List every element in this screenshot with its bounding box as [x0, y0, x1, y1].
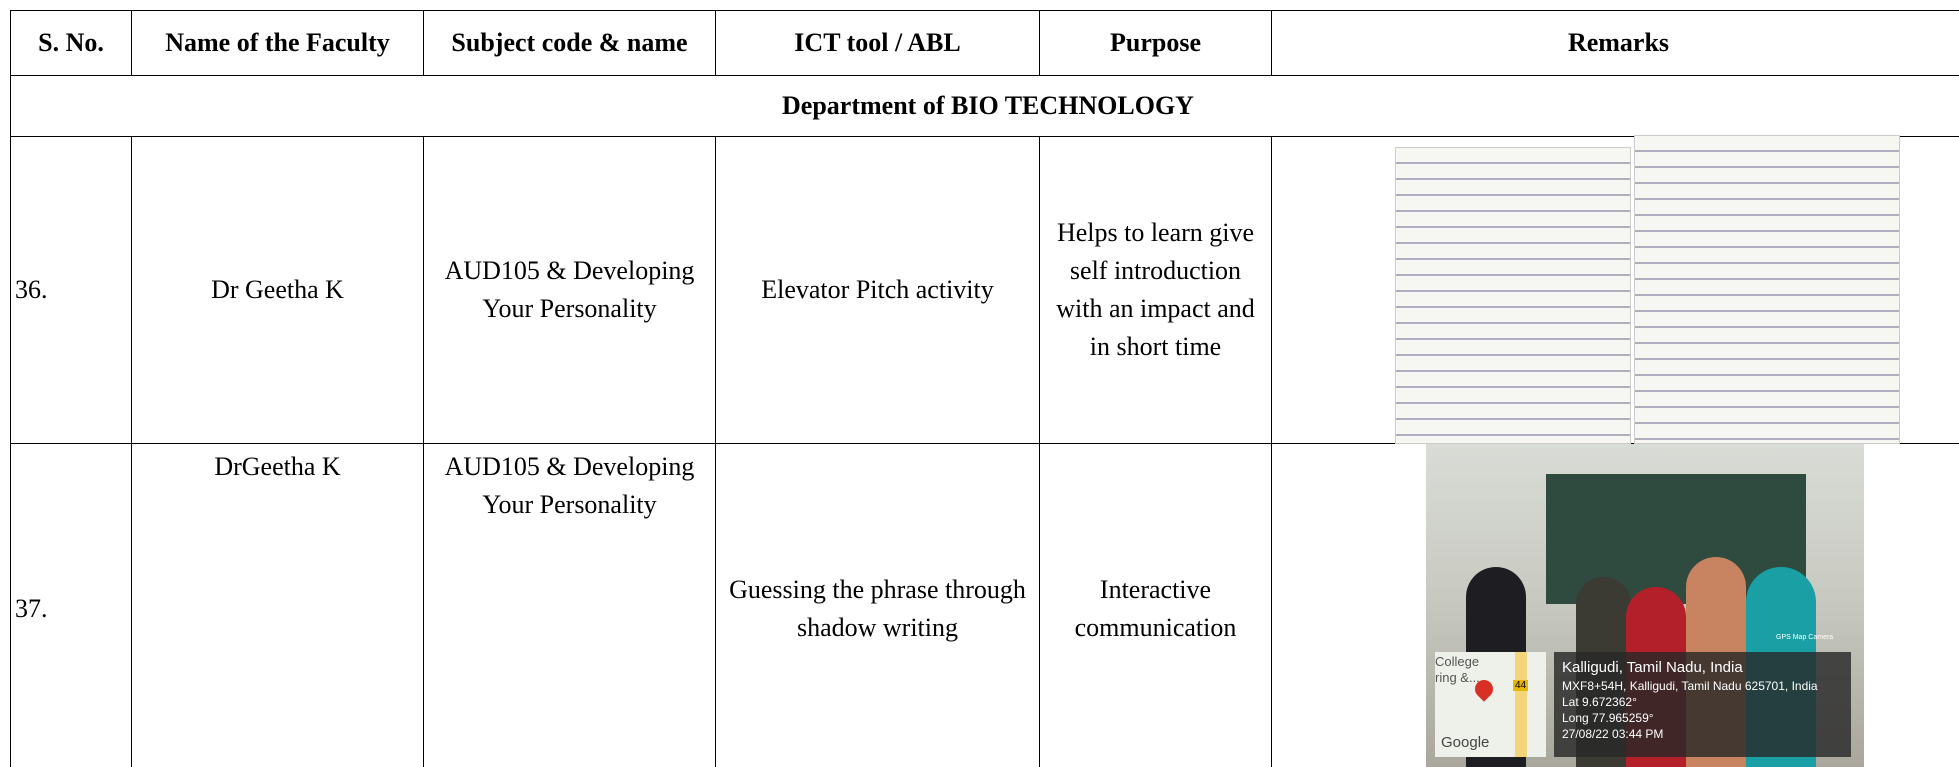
header-row: S. No. Name of the Faculty Subject code … [10, 10, 1959, 76]
header-cell: Purpose [1039, 10, 1272, 76]
location: Kalligudi, Tamil Nadu, India [1562, 659, 1743, 676]
header-cell: Name of the Faculty [131, 10, 424, 76]
address: MXF8+54H, Kalligudi, Tamil Nadu 625701, … [1562, 679, 1818, 693]
header-cell: S. No. [10, 10, 132, 76]
header-cell: Remarks [1271, 10, 1959, 76]
datetime: 27/08/22 03:44 PM [1562, 727, 1664, 741]
header-cell: Subject code & name [423, 10, 716, 76]
cell: Interactive communication [1039, 443, 1272, 767]
cell: Helps to learn give self introduction wi… [1039, 136, 1272, 444]
cell: Guessing the phrase through shadow writi… [715, 443, 1040, 767]
cell: 37. [10, 443, 132, 767]
map-label: ring &... [1435, 670, 1480, 685]
map-thumb: College ring &... 44 Google [1435, 652, 1546, 757]
camera-label: GPS Map Camera [1776, 634, 1834, 641]
header-cell: ICT tool / ABL [715, 10, 1040, 76]
road [1515, 652, 1527, 757]
department-cell: Department of BIO TECHNOLOGY [10, 75, 1959, 137]
map-label: College [1435, 654, 1480, 669]
cell: Elevator Pitch activity [715, 136, 1040, 444]
cell: AUD105 & Developing Your Personality [423, 136, 716, 444]
latitude: Lat 9.672362° [1562, 695, 1637, 709]
longitude: Long 77.965259° [1562, 711, 1654, 725]
cell: 36. [10, 136, 132, 444]
cell: DrGeetha K [131, 443, 424, 767]
map-brand: Google [1441, 734, 1490, 751]
handwritten-page [1634, 135, 1900, 444]
cell: Dr Geetha K [131, 136, 424, 444]
handwritten-page [1395, 147, 1631, 444]
cell: AUD105 & Developing Your Personality [423, 443, 716, 767]
gps-overlay: Kalligudi, Tamil Nadu, India MXF8+54H, K… [1554, 652, 1851, 757]
activity-photo: College ring &... 44 Google GPS Map Came… [1426, 444, 1864, 767]
map-badge: 44 [1513, 680, 1529, 691]
